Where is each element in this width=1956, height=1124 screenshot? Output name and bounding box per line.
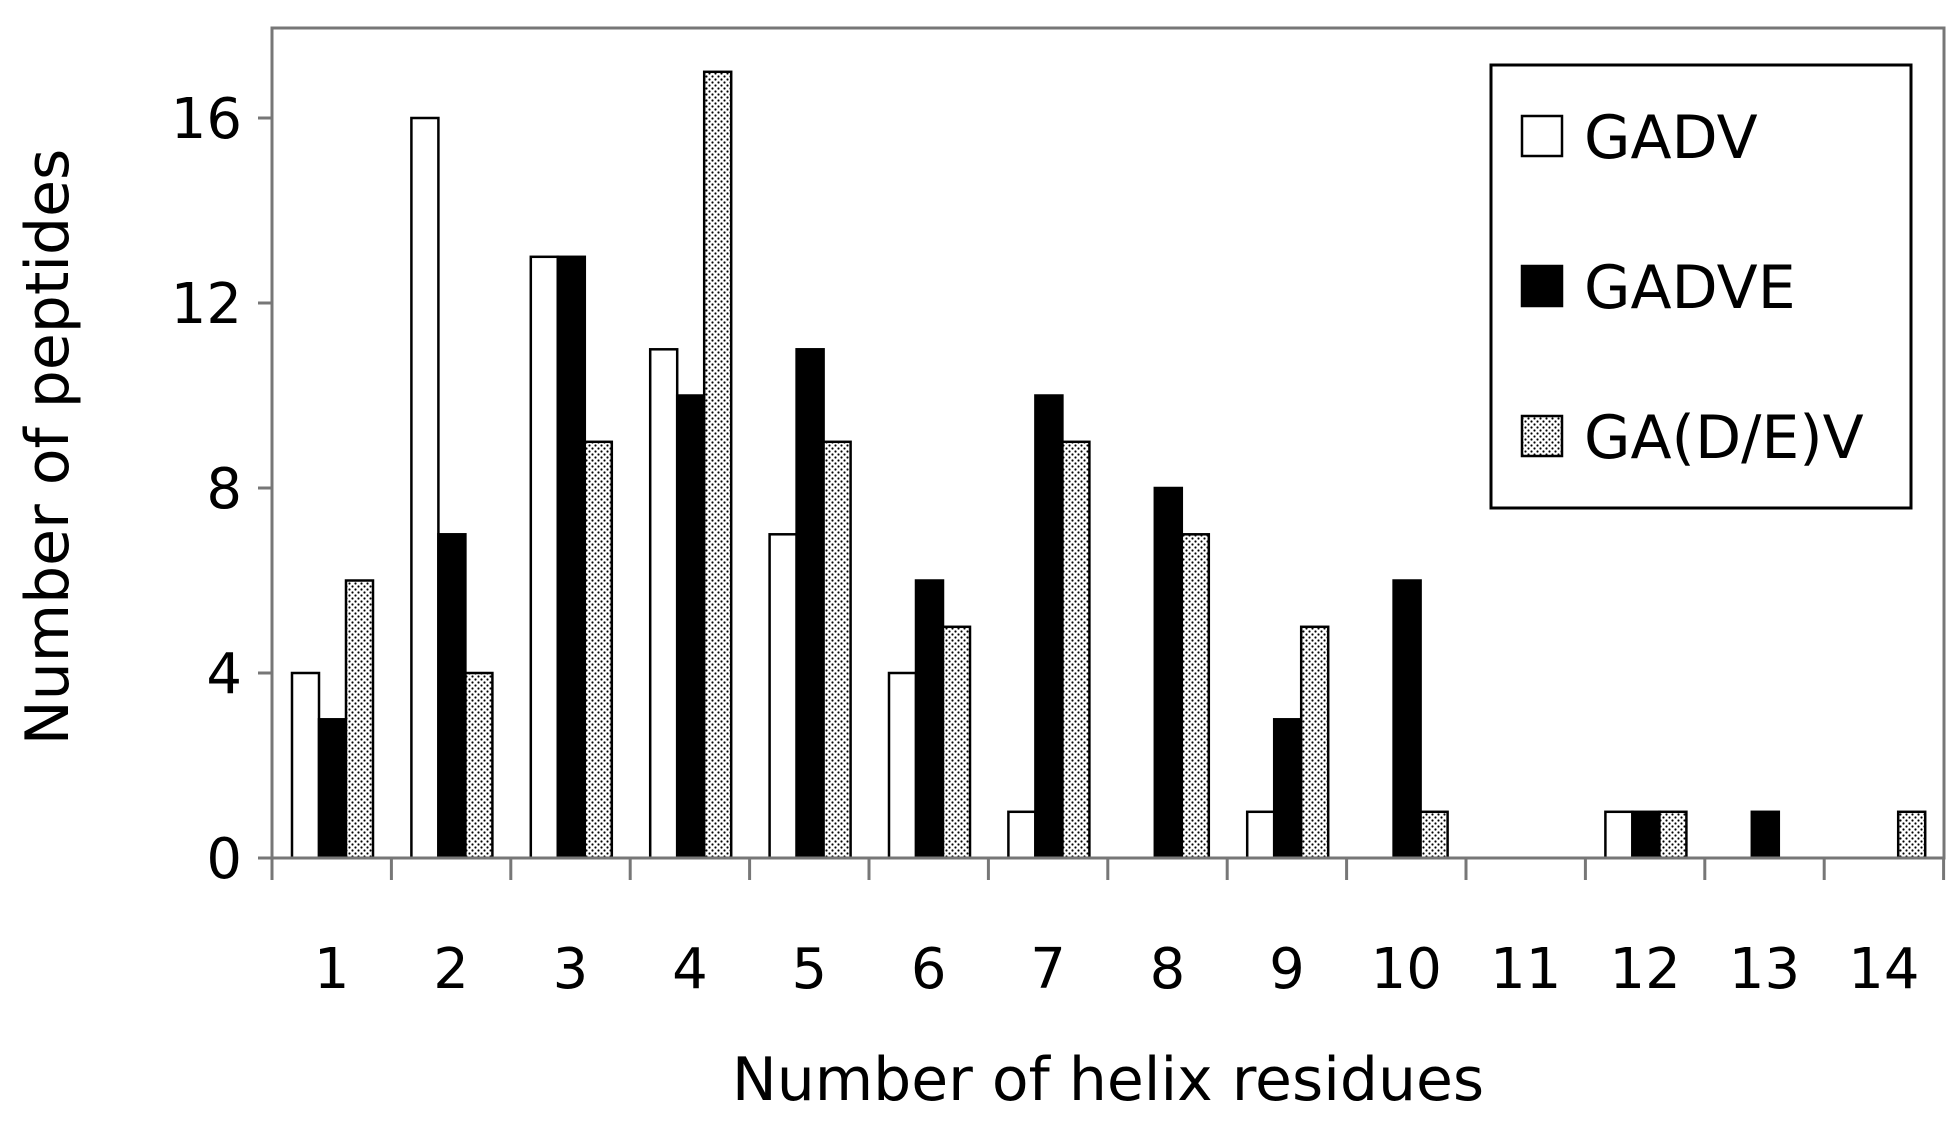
legend-label: GADV [1584,103,1758,173]
y-tick-label: 4 [206,642,242,707]
bar-ga-d-e-v-9 [1299,625,1330,860]
bar-gadve-8 [1153,486,1184,860]
bar-gadve-13 [1750,810,1781,860]
bar-ga-d-e-v-8 [1180,533,1211,860]
x-tick-label: 8 [1150,937,1186,1002]
bar-gadve-2 [437,533,467,860]
x-tick-label: 5 [791,937,827,1002]
y-tick-label: 12 [171,272,242,337]
bar-gadve-5 [795,348,825,860]
bar-gadv-5 [768,533,798,860]
bar-gadv-6 [887,671,918,860]
bar-ga-d-e-v-1 [344,579,375,860]
bar-gadve-10 [1392,579,1422,860]
bar-ga-d-e-v-6 [941,625,972,860]
bar-ga-d-e-v-5 [822,440,852,860]
bar-gadv-4 [648,348,679,860]
legend-swatch [1520,114,1564,158]
bar-ga-d-e-v-7 [1061,440,1091,860]
legend-swatch [1520,414,1564,458]
y-tick-label: 8 [206,457,242,522]
bar-gadv-1 [290,671,321,860]
bar-ga-d-e-v-10 [1419,810,1449,860]
bar-ga-d-e-v-4 [702,70,733,860]
legend-label: GADVE [1584,253,1796,323]
x-tick-label: 10 [1371,937,1442,1002]
y-tick-label: 0 [206,827,242,892]
legend: GADV GADVE GA(D/E)V [1489,63,1913,510]
x-axis-title: Number of helix residues [732,1045,1484,1115]
legend-swatch [1520,264,1564,308]
x-tick-label: 2 [433,937,469,1002]
bar-gadv-2 [410,116,440,860]
bar-gadve-1 [317,718,348,860]
bar-gadv-7 [1007,810,1037,860]
bar-gadve-9 [1272,718,1303,860]
x-tick-label: 1 [314,937,350,1002]
x-tick-label: 12 [1609,937,1680,1002]
bar-ga-d-e-v-2 [464,671,494,860]
x-tick-label: 9 [1269,937,1305,1002]
x-tick-label: 7 [1030,937,1066,1002]
bar-ga-d-e-v-3 [583,440,614,860]
y-tick-label: 16 [171,87,242,152]
x-tick-label: 3 [553,937,589,1002]
bar-group [290,70,1927,860]
bar-gadve-4 [675,394,706,860]
x-tick-label: 6 [911,937,947,1002]
x-tick-label: 14 [1848,937,1919,1002]
bar-gadv-9 [1245,810,1276,860]
x-tick-label: 13 [1729,937,1800,1002]
y-axis-title: Number of peptides [13,149,83,746]
bar-ga-d-e-v-14 [1896,810,1927,860]
bar-gadve-6 [914,579,945,860]
bar-gadv-12 [1604,810,1634,860]
bar-gadve-12 [1631,810,1661,860]
legend-label: GA(D/E)V [1584,403,1864,473]
bar-gadve-3 [556,255,587,860]
bar-gadve-7 [1034,394,1064,860]
x-tick-label: 4 [672,937,708,1002]
bar-ga-d-e-v-12 [1658,810,1688,860]
bar-gadv-3 [529,255,560,860]
x-tick-label: 11 [1490,937,1561,1002]
